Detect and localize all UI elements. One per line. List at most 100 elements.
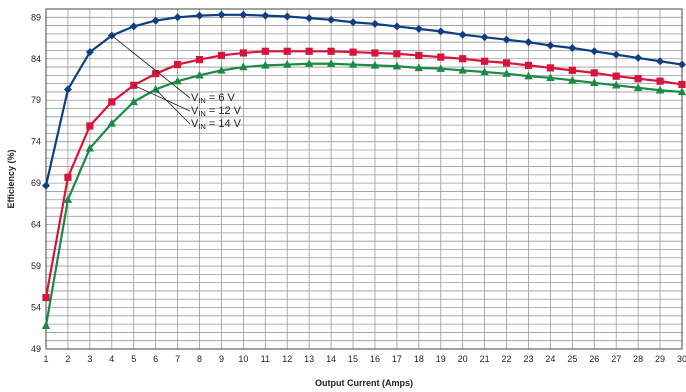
data-point-square [656, 77, 664, 85]
data-point-triangle [612, 80, 621, 89]
data-point-diamond [678, 60, 686, 69]
data-point-diamond [370, 19, 379, 28]
data-point-square [481, 57, 489, 65]
grid [45, 8, 683, 350]
x-tick-label: 24 [545, 354, 555, 364]
data-point-diamond [590, 47, 599, 56]
data-point-square [173, 60, 182, 69]
data-point-triangle [480, 67, 489, 76]
data-point-diamond [173, 13, 182, 22]
data-point-diamond [261, 11, 270, 20]
data-point-triangle [129, 97, 138, 106]
y-tick-label: 89 [31, 12, 41, 22]
data-point-square [634, 75, 642, 83]
data-point-square [590, 69, 598, 77]
data-point-square [108, 98, 116, 106]
data-point-triangle [151, 84, 160, 93]
data-point-diamond [436, 27, 445, 36]
data-point-diamond [414, 24, 423, 33]
annotation-leader-line [111, 35, 191, 99]
data-point-square [524, 61, 533, 69]
data-point-triangle [195, 70, 204, 79]
y-tick-label: 54 [31, 303, 41, 313]
x-tick-label: 16 [370, 354, 380, 364]
y-tick-label: 69 [31, 178, 41, 188]
y-tick-label: 79 [31, 95, 41, 105]
data-point-square [195, 55, 204, 64]
data-point-diamond [502, 35, 511, 44]
x-tick-label: 1 [43, 354, 48, 364]
x-tick-label: 4 [109, 354, 114, 364]
x-tick-label: 11 [261, 354, 270, 364]
data-point-triangle [326, 59, 336, 67]
annotation-label-rest: = 14 V [206, 118, 242, 130]
annotation-label-main: V [191, 105, 199, 117]
data-point-diamond [392, 22, 401, 31]
data-point-diamond [283, 12, 292, 21]
y-tick-label: 74 [31, 137, 41, 147]
data-point-diamond [195, 11, 204, 20]
x-tick-label: 8 [197, 354, 202, 364]
annotation-label: VIN = 12 V [191, 105, 242, 118]
x-tick-label: 19 [436, 354, 446, 364]
data-point-square [261, 47, 269, 55]
data-point-triangle [524, 71, 533, 80]
data-point-diamond [305, 14, 314, 23]
data-point-triangle [436, 64, 445, 72]
data-point-triangle [63, 195, 73, 203]
y-tick-label: 59 [31, 261, 41, 271]
x-tick-label: 29 [655, 354, 665, 364]
x-tick-label: 22 [502, 354, 512, 364]
data-point-triangle [655, 85, 665, 94]
x-tick-label: 25 [567, 354, 577, 364]
x-tick-label: 7 [175, 354, 180, 364]
data-point-triangle [546, 73, 555, 82]
data-point-square [415, 51, 423, 60]
x-tick-label: 9 [219, 354, 224, 364]
plot-area-frame [45, 8, 683, 350]
series-line [44, 13, 683, 186]
data-point-square [152, 70, 160, 78]
x-tick-label: 13 [304, 354, 314, 364]
x-tick-label: 3 [87, 354, 92, 364]
annotation-label-subscript: IN [198, 109, 206, 118]
x-tick-label: 15 [348, 354, 358, 364]
data-point-square [568, 66, 576, 74]
x-tick-label: 20 [458, 354, 468, 364]
data-point-triangle [414, 63, 424, 72]
x-tick-label: 28 [633, 354, 643, 364]
data-point-diamond [63, 85, 72, 94]
x-tick-label: 10 [238, 354, 248, 364]
x-tick-label: 21 [480, 354, 490, 364]
annotation-label-rest: = 12 V [206, 105, 242, 117]
data-point-diamond [656, 57, 665, 66]
data-point-diamond [349, 18, 358, 27]
data-point-diamond [458, 30, 467, 39]
data-point-diamond [568, 43, 577, 52]
data-point-square [305, 47, 313, 55]
data-point-triangle [677, 87, 686, 96]
data-point-triangle [107, 118, 116, 127]
data-point-triangle [41, 321, 51, 329]
annotation-label-rest: = 6 V [206, 92, 236, 104]
annotation-label: VIN = 6 V [191, 92, 236, 105]
data-point-square [64, 173, 72, 181]
data-point-diamond [480, 33, 489, 42]
data-point-square [678, 80, 686, 89]
data-point-square [459, 55, 467, 63]
y-axis-ticks: 49 54 59 64 69 74 79 84 89 [31, 12, 41, 354]
x-tick-label: 17 [392, 354, 402, 364]
data-point-square [502, 59, 511, 67]
data-point-triangle [283, 60, 292, 68]
series-line [44, 50, 683, 298]
x-tick-label: 2 [65, 354, 70, 364]
x-axis-ticks: 1 2 3 4 5 6 7 8 9 10 11 12 13 14 15 16 17 18 19 20 21 22 23 24 2… [43, 354, 686, 364]
x-tick-label: 30 [677, 354, 686, 364]
data-point-square [349, 48, 357, 56]
data-point-square [42, 293, 50, 302]
annotation-label-main: V [191, 118, 199, 130]
y-tick-label: 84 [31, 54, 41, 64]
data-point-triangle [217, 65, 226, 74]
x-tick-label: 14 [326, 354, 336, 364]
